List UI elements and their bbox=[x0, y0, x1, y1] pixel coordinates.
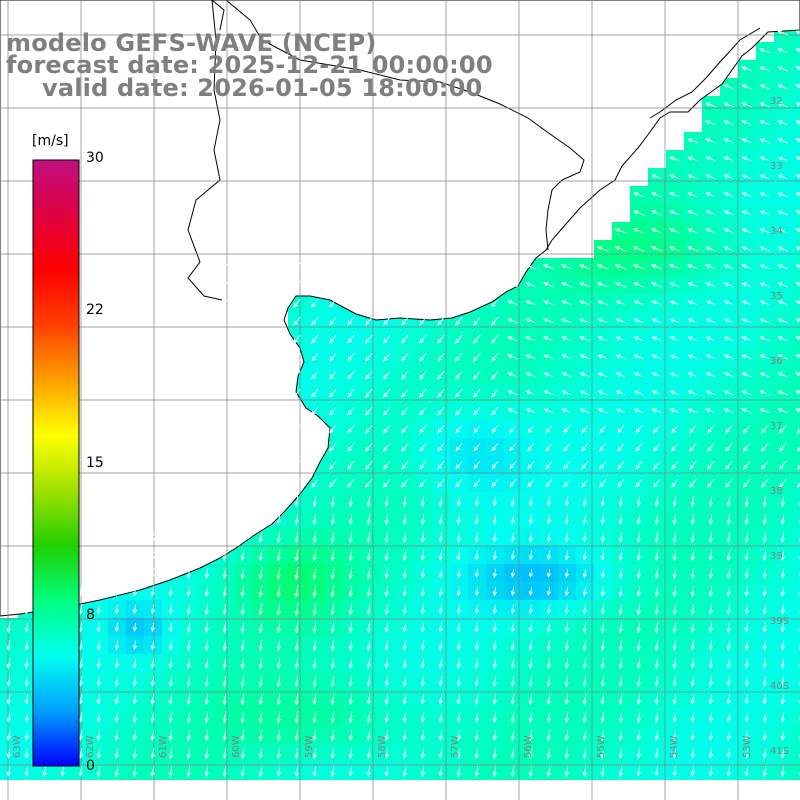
colorbar-tick-15: 15 bbox=[86, 455, 104, 471]
longitude-labels: 63W 62W 61W 60W 59W 58W 57W 56W 55W 54W 53W bbox=[12, 735, 753, 758]
lat-label: 40S bbox=[770, 681, 789, 692]
latitude-labels: 32 33 34 35 36 37 38 39 39S 40S 41S bbox=[770, 96, 789, 757]
land-area bbox=[0, 0, 800, 617]
lat-label: 35 bbox=[770, 291, 783, 302]
colorbar-tick-8: 8 bbox=[86, 607, 95, 623]
lat-label: 36 bbox=[770, 356, 783, 367]
lon-label: 61W bbox=[158, 735, 169, 758]
lon-label: 59W bbox=[304, 735, 315, 758]
lat-label: 41S bbox=[770, 746, 789, 757]
lon-label: 63W bbox=[12, 735, 23, 758]
lon-label: 57W bbox=[450, 735, 461, 758]
lon-label: 54W bbox=[669, 735, 680, 758]
colorbar-unit: [m/s] bbox=[32, 133, 69, 149]
forecast-date: forecast date: 2025-12-21 00:00:00 bbox=[6, 51, 493, 79]
lat-label: 33 bbox=[770, 161, 783, 172]
colorbar-gradient bbox=[32, 159, 80, 767]
lat-label: 34 bbox=[770, 226, 783, 237]
lon-label: 60W bbox=[231, 735, 242, 758]
lon-label: 58W bbox=[377, 735, 388, 758]
lon-label: 55W bbox=[596, 735, 607, 758]
coastline-interior bbox=[491, 27, 761, 303]
lat-label: 38 bbox=[770, 486, 783, 497]
lat-label: 39 bbox=[770, 551, 783, 562]
colorbar-tick-22: 22 bbox=[86, 302, 104, 318]
lon-label: 62W bbox=[85, 735, 96, 758]
valid-date: valid date: 2026-01-05 18:00:00 bbox=[42, 74, 483, 102]
wind-vectors bbox=[6, 30, 800, 778]
lat-label: 37 bbox=[770, 421, 783, 432]
lon-label: 53W bbox=[742, 735, 753, 758]
map-title: modelo GEFS-WAVE (NCEP) bbox=[6, 29, 377, 57]
colorbar-tick-0: 0 bbox=[86, 758, 95, 774]
lon-label: 56W bbox=[523, 735, 534, 758]
colorbar-tick-30: 30 bbox=[86, 150, 104, 166]
lat-label: 32 bbox=[770, 96, 783, 107]
lat-label: 39S bbox=[770, 616, 789, 627]
